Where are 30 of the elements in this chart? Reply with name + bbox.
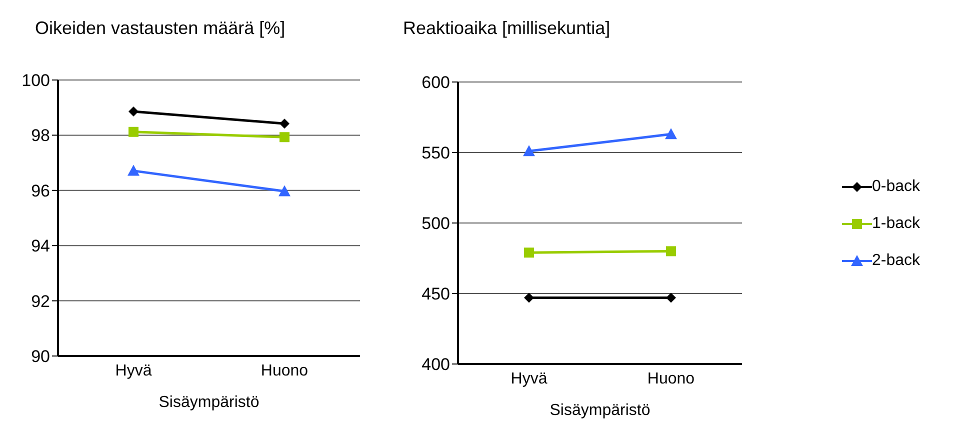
point <box>128 106 138 116</box>
y-tick-label: 500 <box>422 214 450 234</box>
y-tick-label: 96 <box>31 181 50 200</box>
x-tick-label: Hyvä <box>510 370 548 388</box>
legend-label: 0-back <box>872 178 920 196</box>
point <box>524 248 534 258</box>
y-tick-label: 90 <box>31 347 50 366</box>
y-tick-label: 92 <box>31 292 50 311</box>
legend-label: 1-back <box>872 214 920 232</box>
point <box>666 246 676 256</box>
y-tick-label: 94 <box>31 236 50 256</box>
point <box>128 126 138 137</box>
x-tick-label: Huono <box>647 370 695 388</box>
x-tick-label: Huono <box>260 362 308 380</box>
y-tick-label: 400 <box>422 355 450 374</box>
y-tick-label: 100 <box>22 71 50 90</box>
legend-label: 2-back <box>872 252 920 270</box>
point <box>280 132 290 142</box>
chart-title: Reaktioaika [millisekuntia] <box>403 18 610 39</box>
point <box>280 118 290 129</box>
y-tick-label: 98 <box>31 126 50 146</box>
x-axis-title: Sisäympäristö <box>158 394 260 411</box>
y-tick-label: 550 <box>422 144 450 163</box>
y-tick-label: 600 <box>422 73 450 92</box>
point <box>666 292 676 303</box>
x-axis-title: Sisäympäristö <box>550 402 650 419</box>
chart-title: Oikeiden vastausten määrä [%] <box>35 18 286 39</box>
x-tick-label: Hyvä <box>115 362 152 380</box>
y-tick-label: 450 <box>422 284 450 304</box>
point <box>524 292 534 303</box>
